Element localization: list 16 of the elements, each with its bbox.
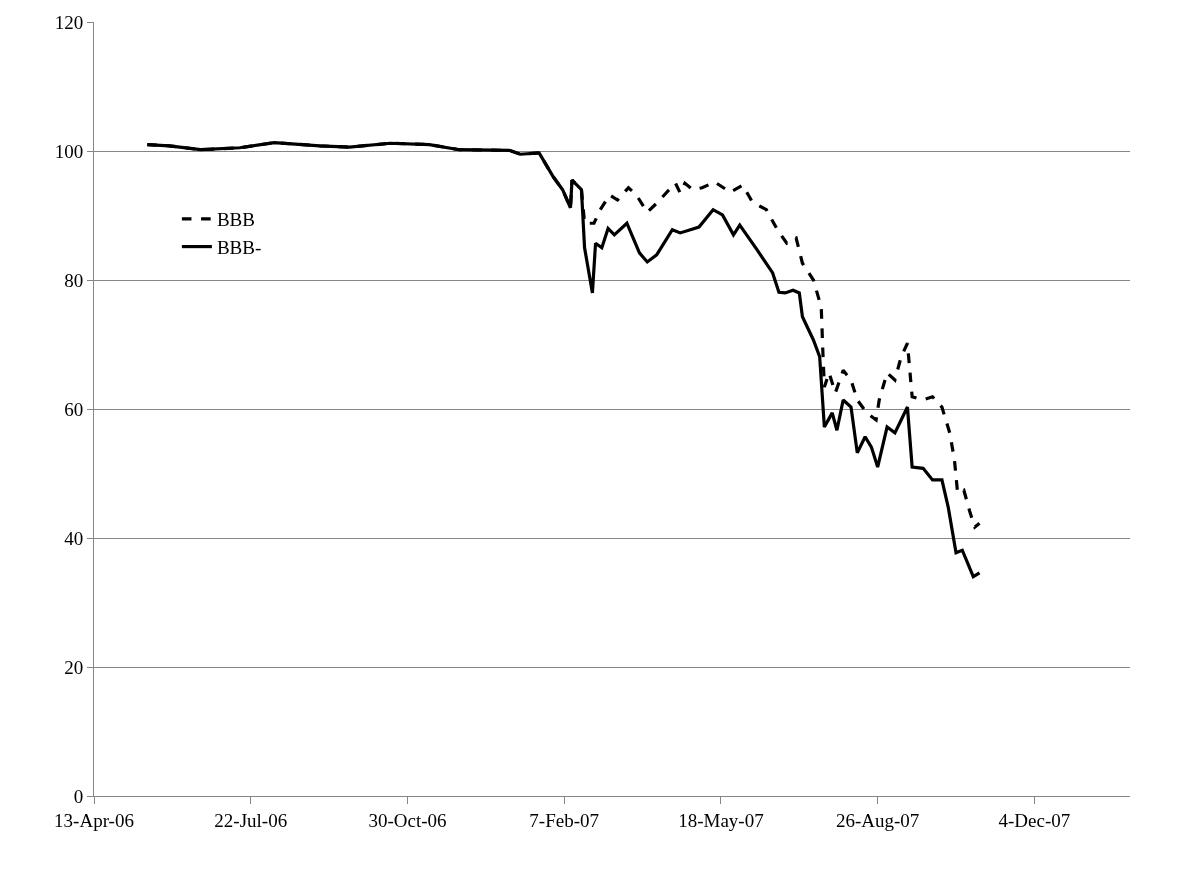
y-tick-label: 120	[54, 11, 84, 33]
x-tick-label: 22-Jul-06	[214, 809, 288, 831]
x-tick-label: 4-Dec-07	[998, 809, 1071, 831]
x-tick-label: 7-Feb-07	[529, 809, 600, 831]
y-tick-label: 60	[64, 398, 84, 420]
x-tick-label: 18-May-07	[678, 809, 764, 831]
y-tick-label: 20	[64, 656, 84, 678]
x-tick-label: 13-Apr-06	[54, 809, 134, 831]
y-tick-label: 100	[54, 140, 84, 162]
x-tick-label: 30-Oct-06	[368, 809, 447, 831]
y-tick-label: 40	[64, 527, 84, 549]
y-tick-label: 0	[73, 785, 84, 807]
y-tick-label: 80	[64, 269, 84, 291]
legend-label: BBB-	[216, 236, 262, 258]
x-tick-label: 26-Aug-07	[835, 809, 920, 831]
legend-label: BBB	[216, 209, 255, 231]
